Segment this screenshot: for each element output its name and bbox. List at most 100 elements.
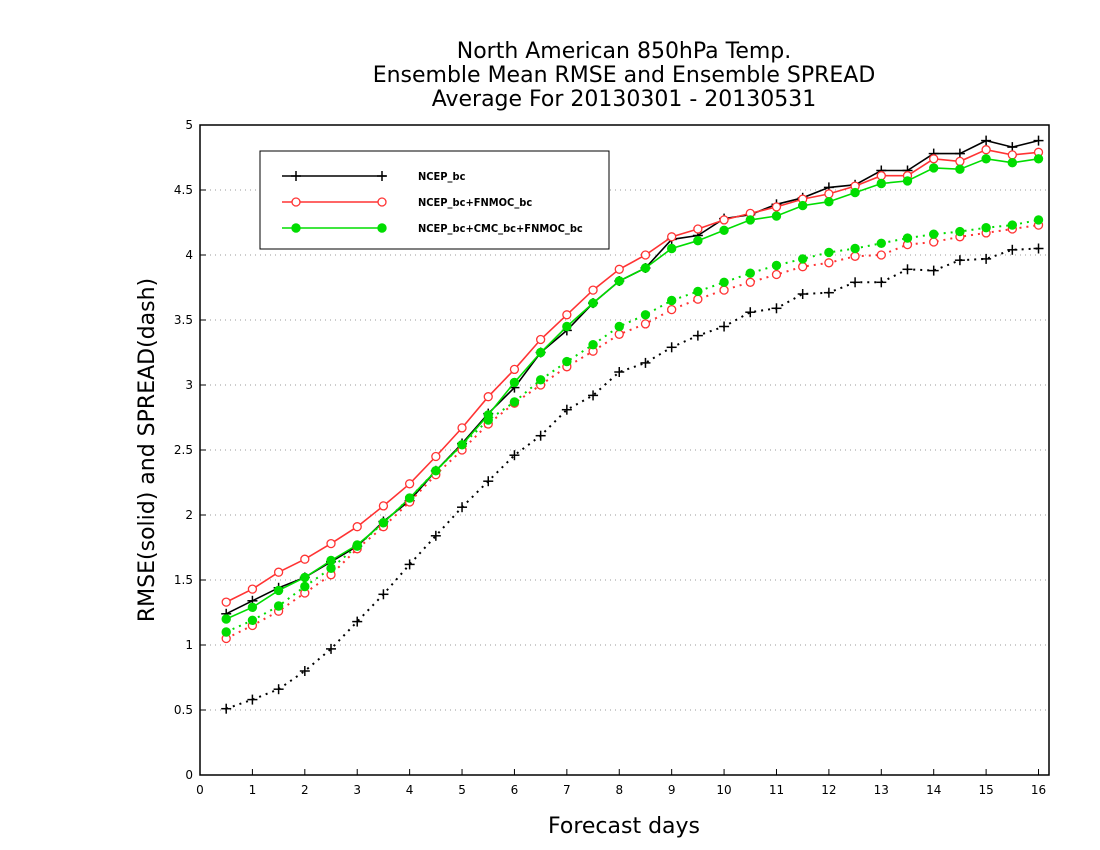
x-tick-label-4: 4 (406, 783, 414, 797)
legend-marker-right-1 (377, 197, 387, 207)
series-3-point-20 (745, 307, 756, 318)
series-2-point-22 (797, 200, 808, 211)
series-5-point-31 (1033, 215, 1044, 225)
series-5-point-30 (1007, 220, 1018, 230)
x-tick-label-15: 15 (978, 783, 993, 797)
series-3-point-16 (640, 357, 651, 368)
series-5-point-8 (431, 466, 441, 476)
series-2-point-23 (824, 197, 834, 207)
series-3-point-17 (666, 342, 677, 353)
title-line-2: Ensemble Mean RMSE and Ensemble SPREAD (373, 63, 876, 88)
series-2-point-19 (719, 225, 729, 236)
series-1-point-23 (824, 189, 834, 199)
series-1-point-0 (221, 597, 231, 607)
series-1-point-5 (352, 522, 362, 532)
series-3-point-26 (902, 264, 913, 275)
series-5-point-4 (326, 563, 336, 573)
series-1-point-28 (955, 156, 965, 167)
series-2-point-21 (771, 211, 782, 221)
series-1-point-21 (771, 202, 782, 212)
legend: NCEP_bc NCEP_bc+FNMOC_bc NCEP_bc+CMC_bc+FN… (259, 150, 610, 250)
legend-label-1: NCEP_bc+FNMOC_bc (418, 196, 532, 209)
series-5-point-20 (745, 268, 755, 278)
series-5-point-18 (693, 286, 703, 297)
legend-marker-right-2 (377, 223, 387, 233)
series-2-point-4 (326, 555, 336, 566)
series-5-point-22 (797, 254, 808, 264)
series-3-point-24 (850, 277, 861, 288)
series-2-point-25 (876, 178, 886, 189)
series-2-point-20 (745, 215, 755, 225)
series-1-point-11 (509, 364, 520, 375)
series-line-5 (225, 218, 1039, 633)
series-3-point-14 (588, 390, 599, 401)
x-tick-label-2: 2 (301, 783, 309, 797)
x-tick-label-5: 5 (458, 783, 466, 797)
legend-marker-right-0 (377, 171, 387, 181)
series-2-point-0 (221, 614, 231, 624)
y-tick-label-6: 3 (185, 378, 193, 392)
y-tick-label-9: 4.5 (174, 183, 193, 197)
series-5-point-25 (876, 238, 886, 249)
series-4-point-24 (850, 251, 860, 261)
x-tick-label-14: 14 (926, 783, 941, 797)
y-tick-label-4: 2 (185, 508, 193, 522)
x-tick-label-8: 8 (615, 783, 623, 797)
series-4-point-25 (876, 250, 886, 260)
series-2-point-16 (640, 263, 651, 273)
legend-label-0: NCEP_bc (418, 170, 466, 183)
series-1-point-30 (1007, 150, 1017, 160)
series-2-point-2 (273, 585, 284, 596)
series-3-point-13 (561, 404, 572, 415)
series-3-point-19 (719, 321, 730, 332)
legend-marker-left-0 (291, 171, 301, 181)
series-layer (221, 135, 1044, 714)
series-3-point-29 (981, 253, 992, 264)
x-tick-label-7: 7 (563, 783, 571, 797)
series-3-point-22 (797, 289, 808, 299)
x-tick-label-10: 10 (716, 783, 731, 797)
series-2-point-12 (535, 347, 546, 358)
x-tick-label-13: 13 (874, 783, 889, 797)
series-5-point-5 (352, 541, 362, 551)
series-5-point-0 (221, 627, 231, 637)
y-tick-label-0: 0 (185, 768, 193, 782)
series-5-point-23 (824, 247, 834, 258)
series-1-point-14 (588, 285, 598, 295)
series-3-point-2 (273, 684, 284, 695)
series-5-point-27 (929, 229, 939, 239)
y-tick-label-3: 1.5 (174, 573, 193, 587)
y-tick-label-7: 3.5 (174, 313, 193, 327)
series-5-point-12 (535, 375, 546, 385)
legend-marker-left-1 (291, 197, 301, 207)
series-1-point-6 (378, 501, 389, 511)
series-3-point-18 (692, 330, 703, 341)
series-5-point-11 (509, 397, 520, 407)
series-3-point-8 (430, 530, 441, 541)
series-3-point-9 (457, 502, 468, 513)
series-5-point-15 (614, 321, 624, 332)
y-axis-ticks: 0 0.5 1 1.5 2 2.5 3 3.5 4 4.5 5 (174, 118, 206, 782)
series-3-point-25 (876, 277, 887, 288)
series-5-point-7 (404, 493, 415, 503)
y-tick-label-5: 2.5 (174, 443, 193, 457)
series-2-point-13 (562, 321, 572, 332)
series-3-point-6 (378, 589, 389, 600)
series-2-point-26 (902, 176, 913, 186)
series-5-point-2 (273, 601, 284, 611)
x-tick-label-1: 1 (249, 783, 257, 797)
x-tick-label-9: 9 (668, 783, 676, 797)
series-3-point-23 (823, 287, 834, 298)
series-1-point-9 (457, 423, 467, 433)
series-3-point-15 (614, 367, 625, 377)
series-5-point-26 (902, 233, 913, 243)
legend-label-2: NCEP_bc+CMC_bc+FNMOC_bc (418, 222, 583, 235)
x-axis-label: Forecast days (548, 814, 700, 839)
series-1-point-27 (929, 154, 939, 164)
series-3-point-21 (771, 303, 782, 314)
series-3-point-30 (1007, 244, 1018, 255)
series-5-point-17 (666, 295, 677, 306)
series-5-point-19 (719, 277, 729, 287)
series-3-point-10 (483, 476, 494, 487)
series-3-point-28 (954, 255, 965, 266)
